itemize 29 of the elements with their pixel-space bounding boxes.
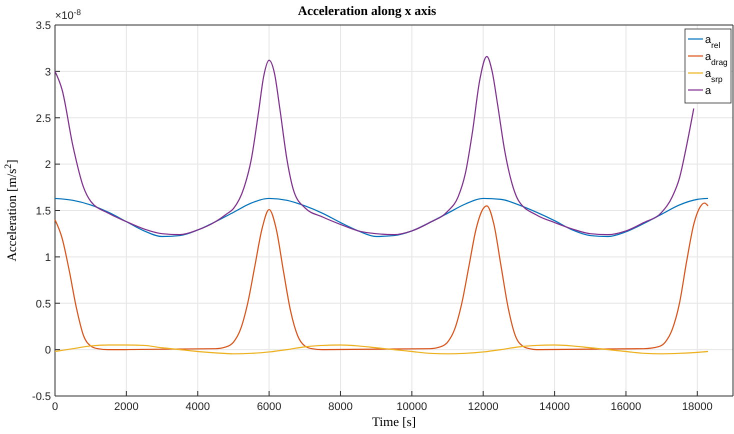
x-tick-label: 14000	[539, 401, 570, 413]
x-tick-label: 4000	[185, 401, 210, 413]
line-series	[54, 344, 709, 354]
y-tick-label: 0.5	[36, 298, 51, 310]
y-tick-label: 3.5	[36, 20, 51, 32]
y-tick-label: 1	[44, 252, 51, 264]
text: ×10$^{-8}$	[55, 8, 82, 22]
y-tick-label: 0	[44, 344, 51, 357]
x-tick-label: 6000	[256, 401, 282, 413]
y-tick-label: 3	[44, 66, 51, 78]
y-tick-label: 1.5	[36, 206, 51, 218]
y-tick-label: 2.5	[36, 112, 51, 125]
x-tick-label: 16000	[610, 401, 642, 413]
x-tick-label: 12000	[468, 401, 499, 413]
y-tick-label: 2	[44, 159, 51, 172]
x-axis-title: Time [s]	[372, 414, 416, 429]
line-series	[54, 202, 709, 350]
y-tick-label: -0.5	[32, 391, 51, 403]
chart-title: Acceleration along x axis	[298, 3, 436, 18]
line-series	[54, 56, 694, 236]
line-series	[54, 198, 709, 238]
x-tick-label: 18000	[682, 401, 713, 413]
legend-label: a$_{rel}$	[705, 34, 720, 50]
legend-label: a$_{drag}$	[705, 51, 728, 66]
x-tick-label: 8000	[328, 401, 353, 413]
x-tick-label: 10000	[396, 401, 428, 413]
legend-label: a$_{srp}$	[705, 68, 723, 84]
x-tick-label: 2000	[114, 401, 139, 413]
legend-label: a	[705, 85, 712, 97]
